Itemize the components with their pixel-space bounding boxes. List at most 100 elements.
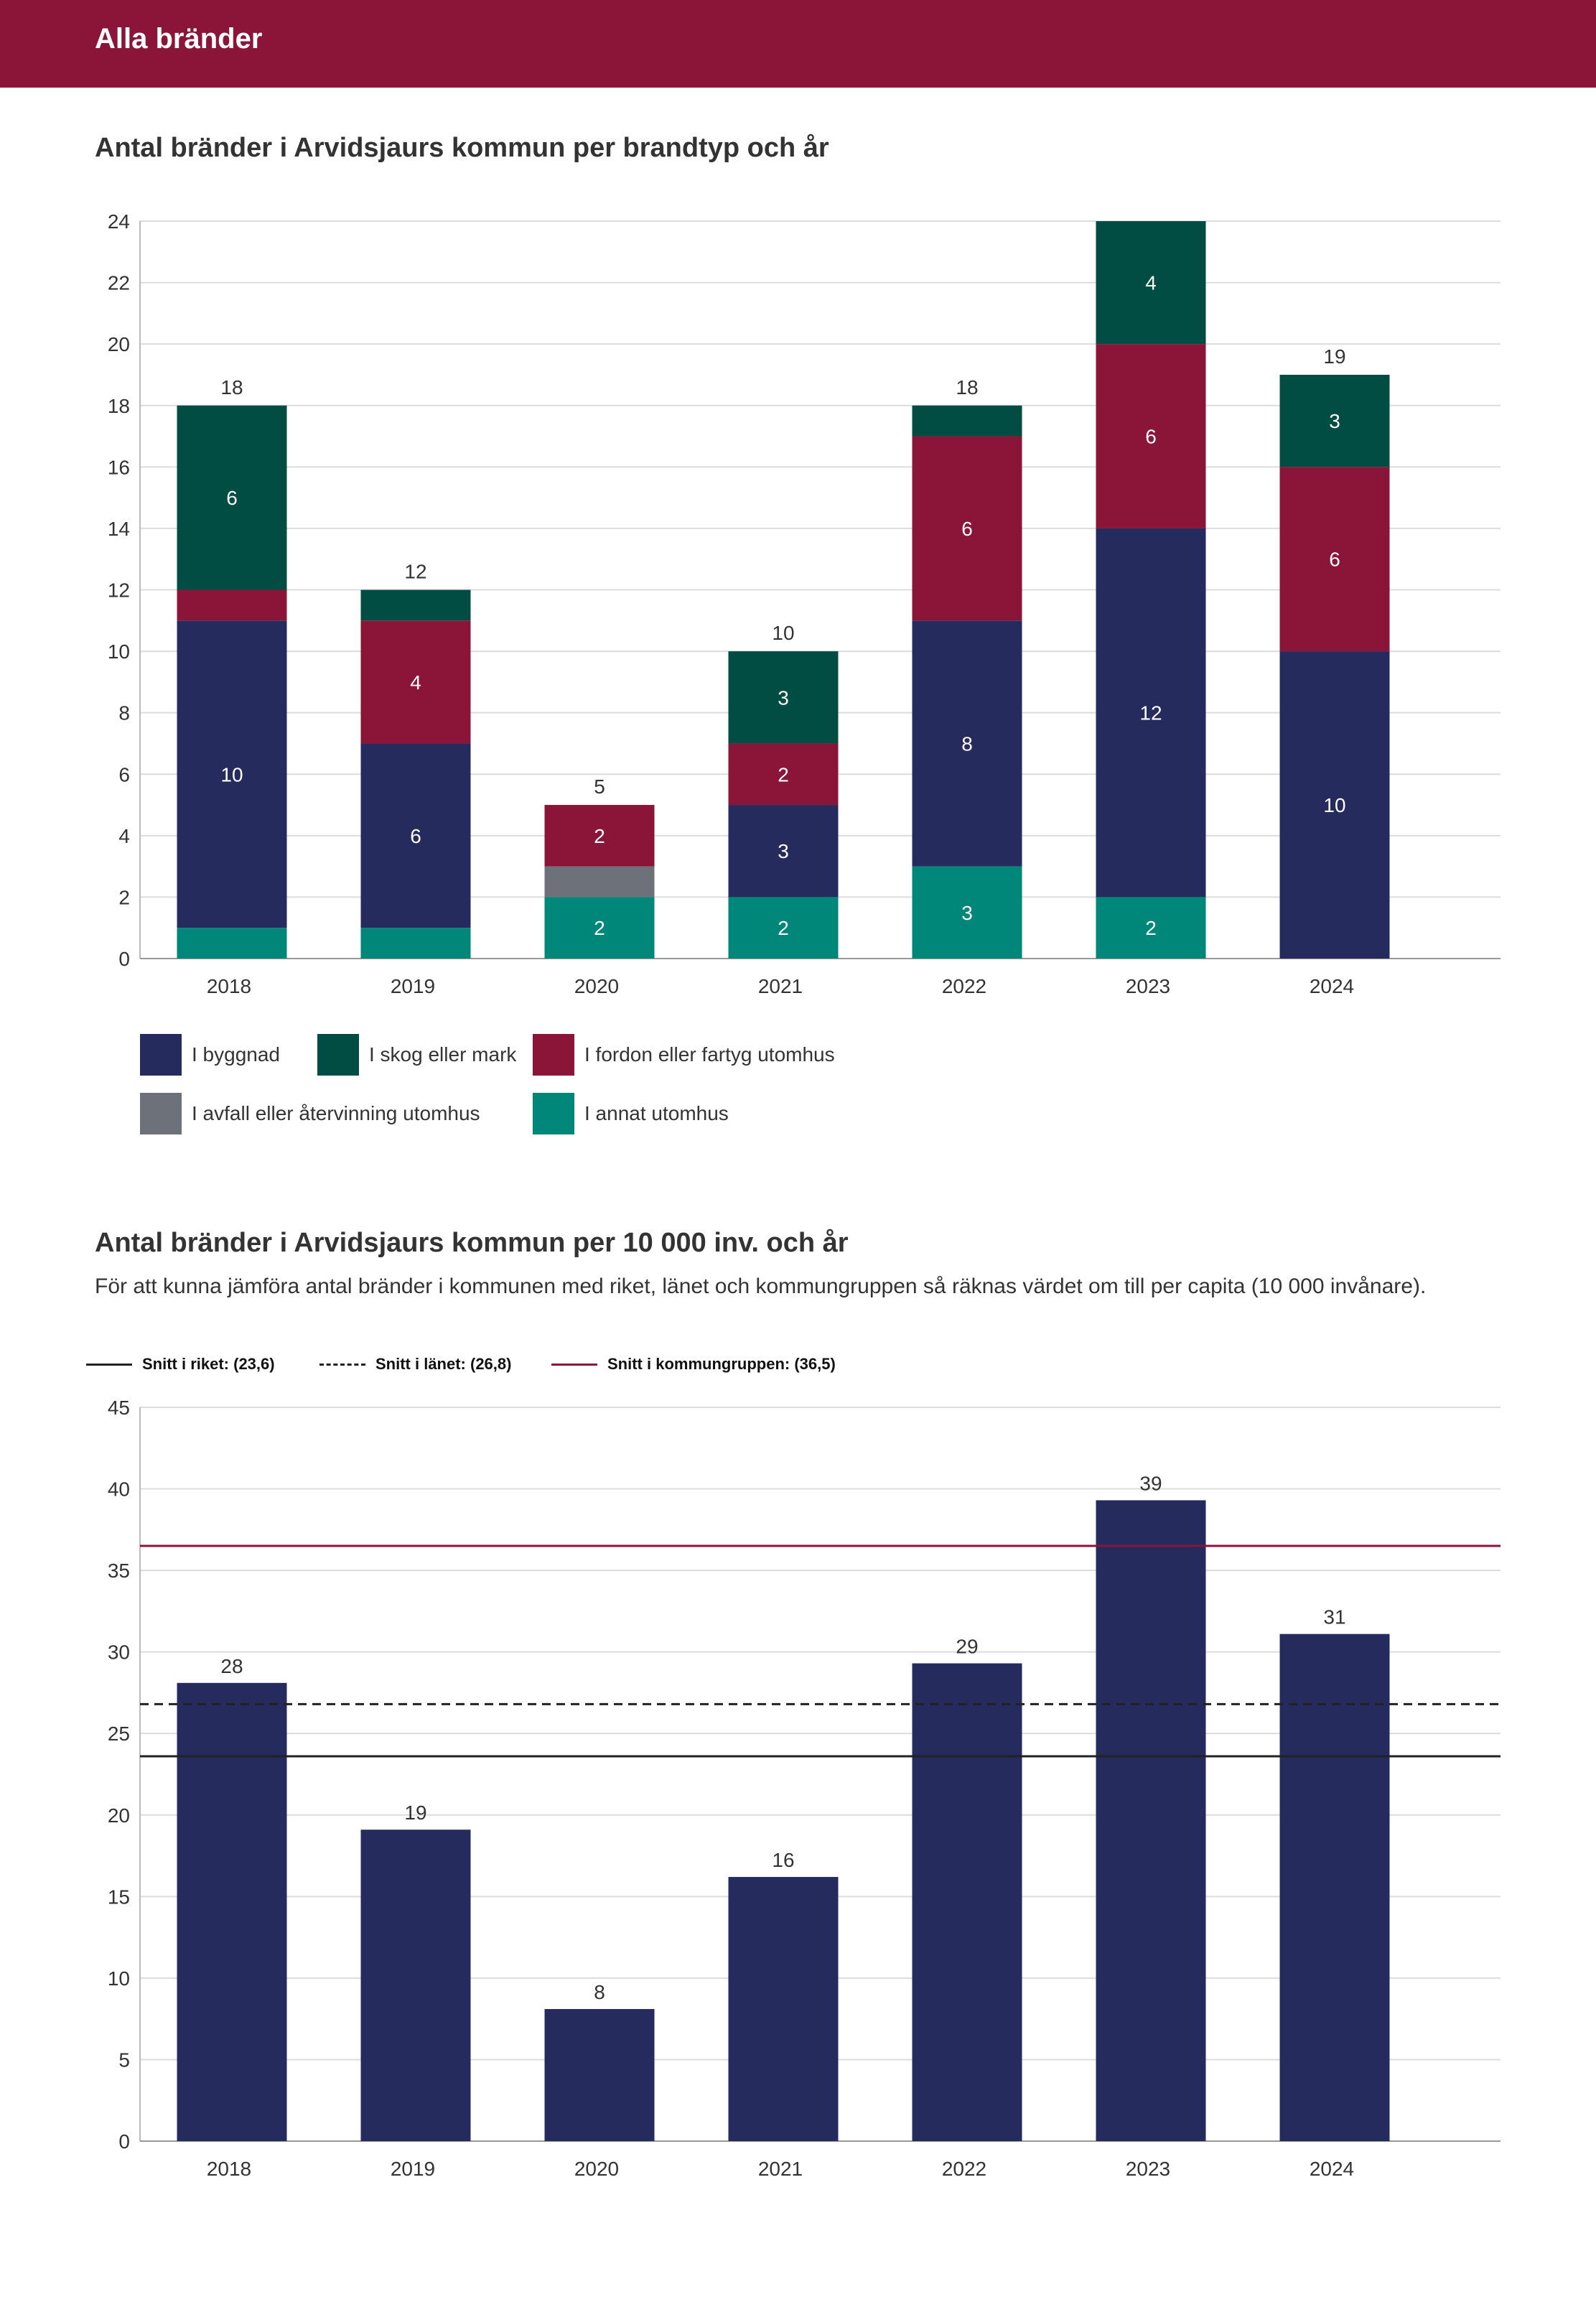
x-tick-label: 2022 xyxy=(942,2158,986,2180)
y-tick-label: 24 xyxy=(108,210,130,233)
x-tick-label: 2024 xyxy=(1310,975,1354,997)
bar-segment xyxy=(728,651,839,744)
x-tick-label: 2020 xyxy=(574,975,619,997)
segment-value-label: 4 xyxy=(1145,272,1157,294)
legend-item-riket: Snitt i riket: (23,6) xyxy=(86,1350,275,1379)
page-title: Alla bränder xyxy=(95,23,263,55)
y-tick-label: 20 xyxy=(108,333,130,355)
bar-segment xyxy=(1096,528,1206,898)
legend-swatch-skog xyxy=(317,1034,359,1076)
y-tick-label: 16 xyxy=(108,456,130,478)
legend-swatch-annat xyxy=(533,1093,574,1134)
y-tick-label: 20 xyxy=(108,1804,130,1827)
segment-value-label: 2 xyxy=(1145,917,1157,939)
chart2-subtitle: För att kunna jämföra antal bränder i ko… xyxy=(95,1274,1427,1298)
legend-line-kommungrupp xyxy=(551,1363,597,1366)
legend-item-fordon: I fordon eller fartyg utomhus xyxy=(533,1034,835,1076)
chart2-bar-chart: 0 5 10 15 20 25 30 35 40 45 28 2018 19 2019 8 2020 16 202… xyxy=(108,1397,1501,2180)
y-tick-label: 35 xyxy=(108,1560,130,1582)
bar xyxy=(544,2009,655,2141)
bar-value-label: 31 xyxy=(1323,1606,1345,1628)
y-tick-label: 12 xyxy=(108,579,130,602)
page-header: Alla bränder xyxy=(0,0,1596,88)
segment-value-label: 6 xyxy=(961,518,973,540)
y-tick-label: 5 xyxy=(118,2049,130,2071)
bar-total-label: 10 xyxy=(772,622,794,644)
x-tick-label: 2021 xyxy=(758,2158,803,2180)
segment-value-label: 2 xyxy=(594,917,605,939)
bar xyxy=(912,1663,1022,2141)
legend-label-fordon: I fordon eller fartyg utomhus xyxy=(584,1043,835,1066)
bar xyxy=(177,1682,287,2141)
bar-total-label: 18 xyxy=(956,376,978,399)
segment-value-label: 3 xyxy=(778,686,789,709)
segment-value-label: 8 xyxy=(961,732,973,755)
legend-item-byggnad: I byggnad xyxy=(140,1034,280,1076)
chart1-stacked-bar-chart: 0246810121416182022241061820186412201922… xyxy=(108,210,1501,997)
legend-line-riket xyxy=(86,1363,132,1366)
bar-segment xyxy=(912,436,1022,621)
bar-segment xyxy=(912,620,1022,867)
segment-value-label: 6 xyxy=(226,487,238,509)
legend-item-annat: I annat utomhus xyxy=(533,1093,729,1134)
x-tick-label: 2019 xyxy=(391,975,435,997)
x-tick-label: 2018 xyxy=(207,975,251,997)
bar-segment xyxy=(1279,467,1390,652)
bar-segment xyxy=(1279,651,1390,959)
y-tick-label: 15 xyxy=(108,1886,130,1908)
bar xyxy=(728,1877,839,2141)
bar-segment xyxy=(912,405,1022,437)
y-tick-label: 10 xyxy=(108,640,130,663)
y-tick-label: 0 xyxy=(118,948,130,970)
legend-item-skog: I skog eller mark xyxy=(317,1034,516,1076)
y-tick-label: 25 xyxy=(108,1723,130,1745)
legend-label-lanet: Snitt i länet: (26,8) xyxy=(375,1355,512,1373)
bar-segment xyxy=(177,405,287,590)
legend-swatch-avfall xyxy=(140,1093,182,1134)
legend-item-avfall: I avfall eller återvinning utomhus xyxy=(140,1093,480,1134)
bar-value-label: 19 xyxy=(404,1802,426,1824)
bar-value-label: 28 xyxy=(220,1655,243,1677)
bar-value-label: 16 xyxy=(772,1849,794,1871)
y-tick-label: 30 xyxy=(108,1641,130,1664)
y-tick-label: 45 xyxy=(108,1397,130,1419)
bar-segment xyxy=(177,928,287,959)
segment-value-label: 2 xyxy=(778,763,789,786)
y-tick-label: 2 xyxy=(118,886,130,908)
y-tick-label: 18 xyxy=(108,395,130,417)
bar-segment xyxy=(544,866,655,898)
bar xyxy=(1096,1500,1206,2141)
segment-value-label: 12 xyxy=(1139,702,1162,724)
bar-segment xyxy=(177,589,287,621)
x-tick-label: 2021 xyxy=(758,975,803,997)
x-tick-label: 2018 xyxy=(207,2158,251,2180)
bar-segment xyxy=(1279,374,1390,467)
legend-label-avfall: I avfall eller återvinning utomhus xyxy=(192,1102,480,1124)
bar-segment xyxy=(912,866,1022,959)
x-tick-label: 2022 xyxy=(942,975,986,997)
bar-segment xyxy=(728,805,839,898)
legend-item-kommungrupp: Snitt i kommungruppen: (36,5) xyxy=(551,1350,836,1379)
y-tick-label: 22 xyxy=(108,272,130,294)
legend-label-annat: I annat utomhus xyxy=(584,1102,729,1124)
chart1-title: Antal bränder i Arvidsjaurs kommun per b… xyxy=(95,133,829,163)
bar-segment xyxy=(1096,221,1206,345)
segment-value-label: 3 xyxy=(778,840,789,862)
segment-value-label: 6 xyxy=(1329,549,1340,571)
segment-value-label: 6 xyxy=(410,825,421,847)
bar xyxy=(1279,1633,1390,2141)
legend-swatch-byggnad xyxy=(140,1034,182,1076)
legend-label-byggnad: I byggnad xyxy=(192,1043,280,1066)
chart1-legend: I byggnad I skog eller mark I fordon ell… xyxy=(140,1034,1073,1134)
bar-segment xyxy=(177,620,287,928)
segment-value-label: 2 xyxy=(594,825,605,847)
bar-segment xyxy=(544,897,655,959)
legend-label-skog: I skog eller mark xyxy=(369,1043,517,1066)
bar-value-label: 29 xyxy=(956,1636,978,1658)
bar-segment xyxy=(360,928,471,959)
legend-item-lanet: Snitt i länet: (26,8) xyxy=(319,1350,511,1379)
bar-value-label: 39 xyxy=(1139,1472,1162,1494)
bar-total-label: 5 xyxy=(594,775,605,798)
x-tick-label: 2020 xyxy=(574,2158,619,2180)
segment-value-label: 10 xyxy=(220,763,243,786)
